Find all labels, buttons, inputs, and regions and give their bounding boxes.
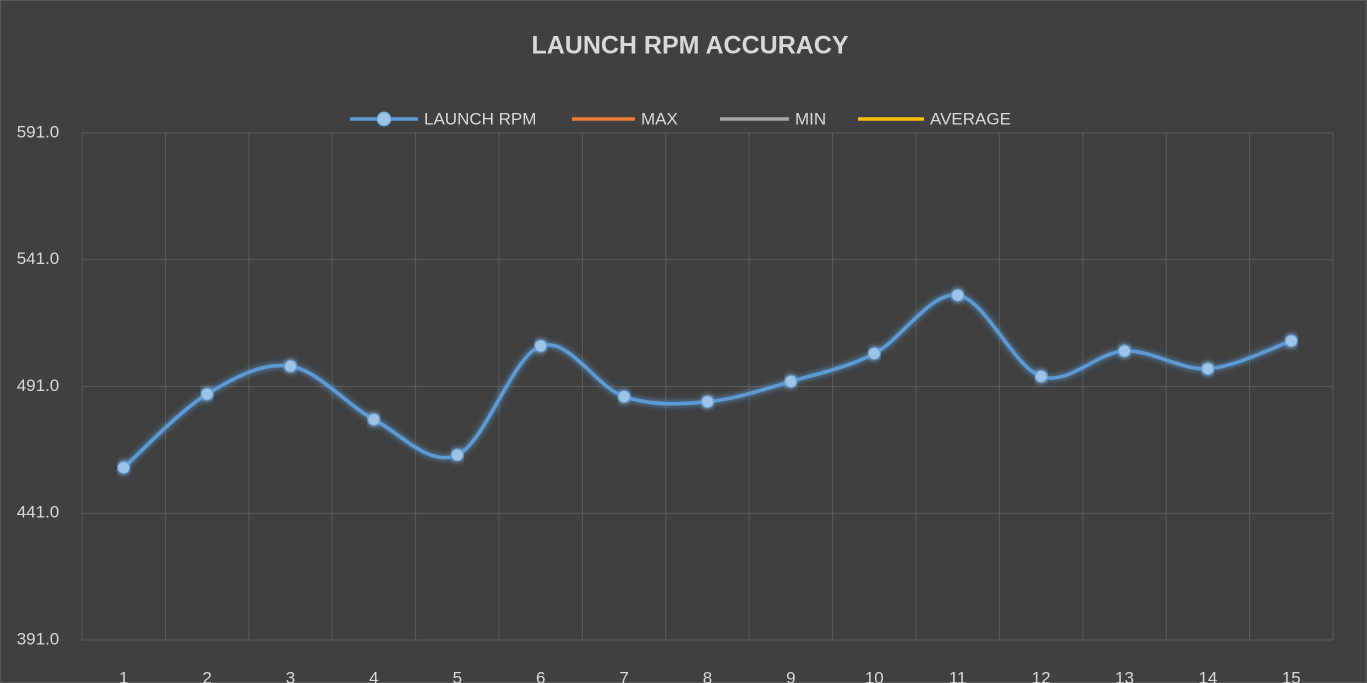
data-point <box>117 461 131 475</box>
y-tick-label: 541.0 <box>17 249 60 268</box>
data-point <box>1034 369 1048 383</box>
x-tick-label: 15 <box>1282 668 1301 683</box>
legend-label: LAUNCH RPM <box>424 109 536 128</box>
x-tick-label: 7 <box>619 668 628 683</box>
x-tick-label: 13 <box>1115 668 1134 683</box>
x-tick-label: 6 <box>536 668 545 683</box>
y-tick-label: 441.0 <box>17 503 60 522</box>
y-tick-label: 591.0 <box>17 122 60 141</box>
data-point <box>1201 362 1215 376</box>
data-point <box>534 339 548 353</box>
x-tick-label: 5 <box>453 668 462 683</box>
data-point <box>784 374 798 388</box>
legend-label: MIN <box>795 109 826 128</box>
data-point <box>1284 334 1298 348</box>
y-tick-label: 391.0 <box>17 629 60 648</box>
data-point <box>200 387 214 401</box>
data-point <box>951 288 965 302</box>
x-tick-label: 3 <box>286 668 295 683</box>
data-point <box>284 359 297 373</box>
x-tick-label: 8 <box>703 668 712 683</box>
x-tick-label: 1 <box>119 668 128 683</box>
y-tick-label: 491.0 <box>17 376 60 395</box>
data-point <box>867 347 881 361</box>
x-tick-label: 4 <box>369 668 378 683</box>
data-point <box>450 448 464 462</box>
data-point <box>701 395 714 409</box>
x-tick-label: 2 <box>202 668 211 683</box>
data-point <box>367 412 381 426</box>
data-point <box>617 390 631 404</box>
legend-label: AVERAGE <box>930 109 1011 128</box>
x-tick-label: 11 <box>949 668 967 683</box>
chart-title: LAUNCH RPM ACCURACY <box>531 32 848 60</box>
x-tick-label: 10 <box>865 668 884 683</box>
x-tick-label: 9 <box>786 668 795 683</box>
x-tick-label: 12 <box>1032 668 1051 683</box>
legend-label: MAX <box>641 109 678 128</box>
x-tick-label: 14 <box>1198 668 1217 683</box>
legend-marker <box>376 111 392 127</box>
data-point <box>1118 344 1131 358</box>
